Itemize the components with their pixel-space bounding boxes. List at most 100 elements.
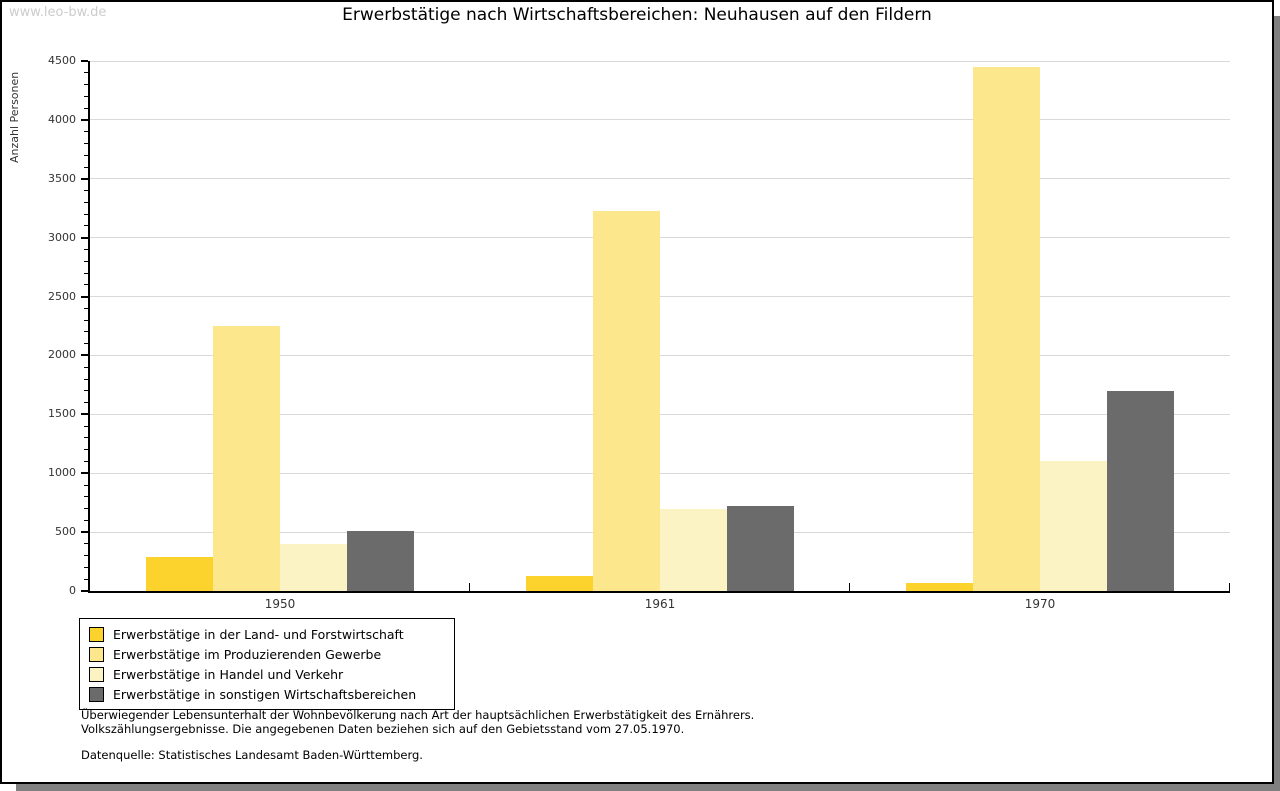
legend-label-3: Erwerbstätige in Handel und Verkehr bbox=[113, 666, 344, 682]
y-minor-tick bbox=[84, 142, 88, 144]
legend-label-2: Erwerbstätige im Produzierenden Gewerbe bbox=[113, 646, 382, 662]
y-tick-label: 2000 bbox=[48, 348, 76, 362]
legend-row-3: Erwerbstätige in Handel und Verkehr bbox=[84, 664, 450, 684]
y-tick-label: 2500 bbox=[48, 289, 76, 303]
y-minor-tick bbox=[84, 555, 88, 557]
y-minor-tick bbox=[84, 437, 88, 439]
bar-1950-series-1 bbox=[146, 556, 213, 591]
legend-swatch-2 bbox=[89, 646, 104, 662]
y-major-tick bbox=[81, 472, 88, 475]
y-minor-tick bbox=[84, 331, 88, 333]
y-major-tick bbox=[81, 236, 88, 239]
y-minor-tick bbox=[84, 449, 88, 451]
y-minor-tick bbox=[84, 95, 88, 97]
y-tick-label: 4000 bbox=[48, 112, 76, 126]
y-minor-tick bbox=[84, 131, 88, 133]
y-major-tick bbox=[81, 177, 88, 180]
y-gridline bbox=[90, 472, 1230, 474]
bar-1961-series-3 bbox=[660, 508, 727, 591]
y-minor-tick bbox=[84, 201, 88, 203]
y-gridline bbox=[90, 296, 1230, 298]
y-minor-tick bbox=[84, 225, 88, 227]
x-boundary-tick bbox=[849, 583, 850, 591]
bar-1970-series-3 bbox=[1040, 460, 1107, 591]
y-tick-label: 1000 bbox=[48, 466, 76, 480]
bar-1961-series-1 bbox=[526, 576, 593, 591]
page-shadow-bottom bbox=[16, 784, 1274, 791]
y-major-tick bbox=[81, 60, 88, 62]
legend: Erwerbstätige in der Land- und Forstwirt… bbox=[79, 618, 455, 710]
y-tick-label: 0 bbox=[69, 584, 76, 597]
watermark: www.leo-bw.de bbox=[9, 5, 107, 20]
y-minor-tick bbox=[84, 390, 88, 392]
bar-1950-series-4 bbox=[347, 530, 414, 591]
bar-1950-series-3 bbox=[280, 544, 347, 591]
bar-1961-series-4 bbox=[727, 505, 794, 591]
y-minor-tick bbox=[84, 107, 88, 109]
y-minor-tick bbox=[84, 578, 88, 580]
y-minor-tick bbox=[84, 566, 88, 568]
y-minor-tick bbox=[84, 154, 88, 156]
legend-row-4: Erwerbstätige in sonstigen Wirtschaftsbe… bbox=[84, 684, 450, 704]
y-gridline bbox=[90, 60, 1230, 62]
y-tick-label: 500 bbox=[55, 525, 76, 539]
y-axis-title: Anzahl Personen bbox=[8, 71, 21, 163]
y-minor-tick bbox=[84, 213, 88, 215]
y-minor-tick bbox=[84, 496, 88, 498]
y-gridline bbox=[90, 354, 1230, 356]
y-minor-tick bbox=[84, 343, 88, 345]
footer: Überwiegender Lebensunterhalt der Wohnbe… bbox=[81, 708, 755, 763]
chart-title: Erwerbstätige nach Wirtschaftsbereichen:… bbox=[342, 5, 932, 25]
x-category-label: 1970 bbox=[1024, 597, 1056, 611]
legend-label-1: Erwerbstätige in der Land- und Forstwirt… bbox=[113, 626, 404, 642]
y-gridline bbox=[90, 413, 1230, 415]
y-tick-label: 3500 bbox=[48, 171, 76, 185]
y-major-tick bbox=[81, 590, 88, 592]
x-category-label: 1961 bbox=[644, 597, 676, 611]
y-minor-tick bbox=[84, 543, 88, 545]
y-gridline bbox=[90, 178, 1230, 180]
y-gridline bbox=[90, 237, 1230, 239]
bar-1970-series-2 bbox=[973, 67, 1040, 591]
bar-1961-series-2 bbox=[593, 211, 660, 591]
y-minor-tick bbox=[84, 260, 88, 262]
legend-label-4: Erwerbstätige in sonstigen Wirtschaftsbe… bbox=[113, 686, 417, 702]
y-tick-label: 3000 bbox=[48, 230, 76, 244]
y-major-tick bbox=[81, 295, 88, 298]
y-minor-tick bbox=[84, 166, 88, 168]
y-minor-tick bbox=[84, 272, 88, 274]
y-minor-tick bbox=[84, 190, 88, 192]
legend-row-1: Erwerbstätige in der Land- und Forstwirt… bbox=[84, 624, 450, 644]
page-shadow-right bbox=[1274, 16, 1280, 791]
bar-1950-series-2 bbox=[213, 326, 280, 591]
y-minor-tick bbox=[84, 378, 88, 380]
y-minor-tick bbox=[84, 72, 88, 74]
y-minor-tick bbox=[84, 366, 88, 368]
y-minor-tick bbox=[84, 84, 88, 86]
x-boundary-tick bbox=[469, 583, 470, 591]
x-category-label: 1950 bbox=[264, 597, 296, 611]
y-minor-tick bbox=[84, 307, 88, 309]
legend-row-2: Erwerbstätige im Produzierenden Gewerbe bbox=[84, 644, 450, 664]
y-tick-label: 4500 bbox=[48, 54, 76, 67]
y-major-tick bbox=[81, 413, 88, 416]
y-minor-tick bbox=[84, 484, 88, 486]
y-minor-tick bbox=[84, 319, 88, 321]
y-minor-tick bbox=[84, 284, 88, 286]
legend-swatch-4 bbox=[89, 686, 104, 702]
footer-line-2: Volkszählungsergebnisse. Die angegebenen… bbox=[81, 721, 685, 736]
y-major-tick bbox=[81, 354, 88, 357]
y-major-tick bbox=[81, 118, 88, 121]
y-minor-tick bbox=[84, 460, 88, 462]
y-minor-tick bbox=[84, 248, 88, 250]
footer-source: Datenquelle: Statistisches Landesamt Bad… bbox=[81, 748, 423, 762]
y-minor-tick bbox=[84, 402, 88, 404]
x-boundary-tick bbox=[1229, 583, 1230, 591]
plot-area: 0 500 1000 1500 2000 2500 3000 3500 4000 4500 1950… bbox=[48, 54, 1230, 611]
y-gridline bbox=[90, 119, 1230, 121]
legend-swatch-1 bbox=[89, 626, 104, 642]
y-tick-label: 1500 bbox=[48, 407, 76, 421]
footer-line-1: Überwiegender Lebensunterhalt der Wohnbe… bbox=[81, 708, 755, 722]
y-minor-tick bbox=[84, 508, 88, 510]
